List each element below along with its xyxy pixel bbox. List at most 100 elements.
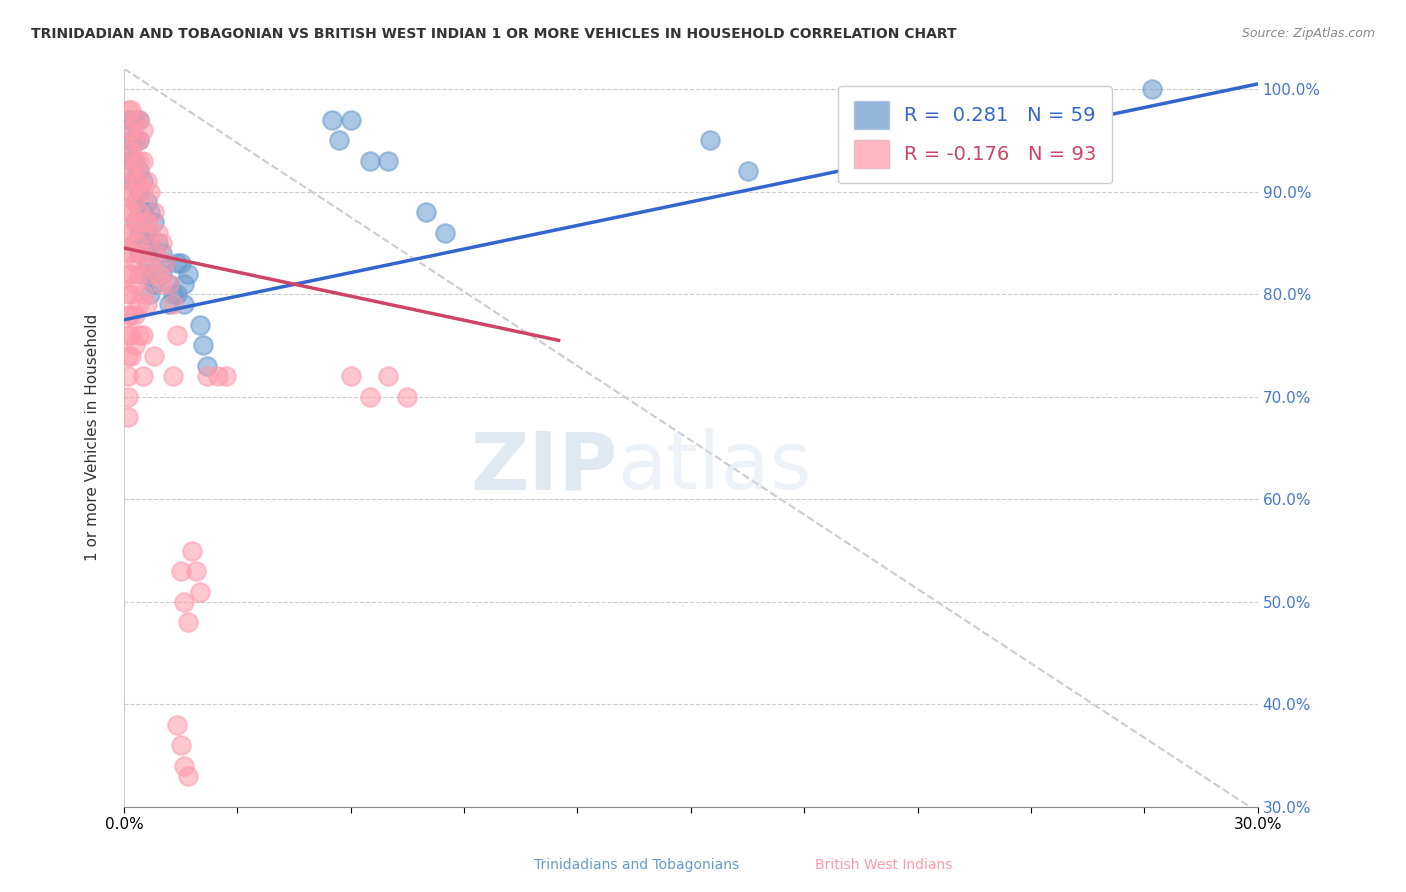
Point bbox=[184, 564, 207, 578]
Point bbox=[117, 349, 139, 363]
Point bbox=[117, 144, 139, 158]
Point bbox=[128, 267, 150, 281]
Point bbox=[162, 297, 184, 311]
Point bbox=[166, 718, 188, 732]
Point bbox=[434, 226, 457, 240]
Point bbox=[121, 133, 143, 147]
Point bbox=[162, 369, 184, 384]
Point bbox=[117, 164, 139, 178]
Point bbox=[117, 390, 139, 404]
Point bbox=[128, 153, 150, 168]
Point bbox=[1140, 82, 1163, 96]
Point bbox=[124, 112, 146, 127]
Point bbox=[135, 215, 157, 229]
Point bbox=[121, 123, 143, 137]
Point bbox=[328, 133, 350, 147]
Point bbox=[132, 287, 155, 301]
Point bbox=[132, 153, 155, 168]
Point bbox=[146, 235, 169, 250]
Point bbox=[188, 584, 211, 599]
Point bbox=[143, 205, 166, 219]
Point bbox=[121, 226, 143, 240]
Point bbox=[124, 215, 146, 229]
Point bbox=[117, 328, 139, 343]
Point bbox=[193, 338, 215, 352]
Point bbox=[121, 246, 143, 260]
Point bbox=[128, 174, 150, 188]
Point bbox=[157, 297, 180, 311]
Point bbox=[132, 328, 155, 343]
Point bbox=[124, 194, 146, 209]
Point bbox=[124, 194, 146, 209]
Point bbox=[124, 215, 146, 229]
Point bbox=[124, 133, 146, 147]
Point bbox=[157, 277, 180, 291]
Point bbox=[169, 564, 191, 578]
Point bbox=[321, 112, 343, 127]
Point bbox=[339, 112, 361, 127]
Point bbox=[135, 194, 157, 209]
Point bbox=[143, 215, 166, 229]
Point bbox=[124, 112, 146, 127]
Point bbox=[117, 123, 139, 137]
Point bbox=[124, 153, 146, 168]
Point bbox=[132, 215, 155, 229]
Point bbox=[146, 226, 169, 240]
Point bbox=[135, 256, 157, 270]
Point bbox=[121, 267, 143, 281]
Point bbox=[128, 112, 150, 127]
Point bbox=[117, 369, 139, 384]
Point bbox=[135, 297, 157, 311]
Point bbox=[215, 369, 238, 384]
Point bbox=[377, 153, 399, 168]
Point bbox=[128, 133, 150, 147]
Point bbox=[143, 349, 166, 363]
Text: atlas: atlas bbox=[617, 428, 811, 507]
Point bbox=[139, 205, 162, 219]
Point bbox=[181, 543, 204, 558]
Point bbox=[166, 287, 188, 301]
Point bbox=[128, 246, 150, 260]
Point bbox=[121, 103, 143, 117]
Point bbox=[139, 287, 162, 301]
Point bbox=[128, 205, 150, 219]
Text: TRINIDADIAN AND TOBAGONIAN VS BRITISH WEST INDIAN 1 OR MORE VEHICLES IN HOUSEHOL: TRINIDADIAN AND TOBAGONIAN VS BRITISH WE… bbox=[31, 27, 956, 41]
Point bbox=[132, 246, 155, 260]
Point bbox=[173, 277, 195, 291]
Point bbox=[128, 112, 150, 127]
Point bbox=[121, 308, 143, 322]
Point bbox=[177, 267, 200, 281]
Point bbox=[128, 205, 150, 219]
Point bbox=[121, 328, 143, 343]
Legend: R =  0.281   N = 59, R = -0.176   N = 93: R = 0.281 N = 59, R = -0.176 N = 93 bbox=[838, 86, 1112, 184]
Point bbox=[359, 153, 381, 168]
Point bbox=[132, 205, 155, 219]
Point bbox=[117, 287, 139, 301]
Point bbox=[117, 246, 139, 260]
Point bbox=[139, 267, 162, 281]
Point bbox=[121, 153, 143, 168]
Text: Source: ZipAtlas.com: Source: ZipAtlas.com bbox=[1241, 27, 1375, 40]
Point bbox=[150, 235, 173, 250]
Point bbox=[157, 277, 180, 291]
Point bbox=[177, 615, 200, 630]
Point bbox=[117, 267, 139, 281]
Point bbox=[139, 235, 162, 250]
Point bbox=[155, 256, 177, 270]
Point bbox=[117, 103, 139, 117]
Point bbox=[339, 369, 361, 384]
Point bbox=[121, 349, 143, 363]
Point bbox=[128, 328, 150, 343]
Point bbox=[117, 410, 139, 425]
Point bbox=[173, 595, 195, 609]
Point bbox=[195, 359, 218, 373]
Text: ZIP: ZIP bbox=[470, 428, 617, 507]
Point bbox=[139, 185, 162, 199]
Point bbox=[124, 308, 146, 322]
Point bbox=[207, 369, 229, 384]
Point bbox=[396, 390, 419, 404]
Y-axis label: 1 or more Vehicles in Household: 1 or more Vehicles in Household bbox=[86, 314, 100, 561]
Point bbox=[132, 235, 155, 250]
Point bbox=[377, 369, 399, 384]
Point bbox=[139, 267, 162, 281]
